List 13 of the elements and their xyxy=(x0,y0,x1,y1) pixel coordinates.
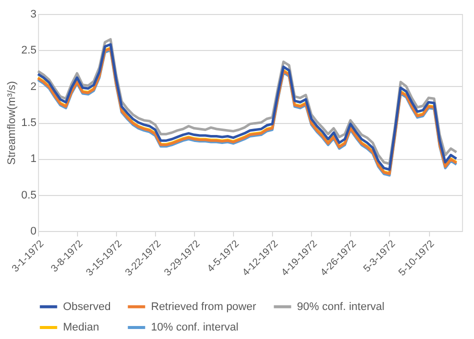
legend-label: 90% conf. interval xyxy=(297,300,384,313)
y-tick-label: 2 xyxy=(30,80,36,93)
y-tick-label: 1 xyxy=(30,153,36,166)
legend-label: 10% conf. interval xyxy=(151,322,238,334)
y-tick-label: 1.5 xyxy=(21,117,36,129)
legend-label: Median xyxy=(63,322,100,334)
y-tick-label: 0.5 xyxy=(21,189,36,202)
y-tick-label: 2.5 xyxy=(21,44,36,57)
y-tick-label: 3 xyxy=(30,8,36,20)
y-axis-title: Streamflow(m³/s) xyxy=(6,81,18,165)
legend-label: Observed xyxy=(63,300,111,313)
legend-label: Retrieved from power xyxy=(151,300,256,313)
y-tick-label: 0 xyxy=(30,226,36,238)
